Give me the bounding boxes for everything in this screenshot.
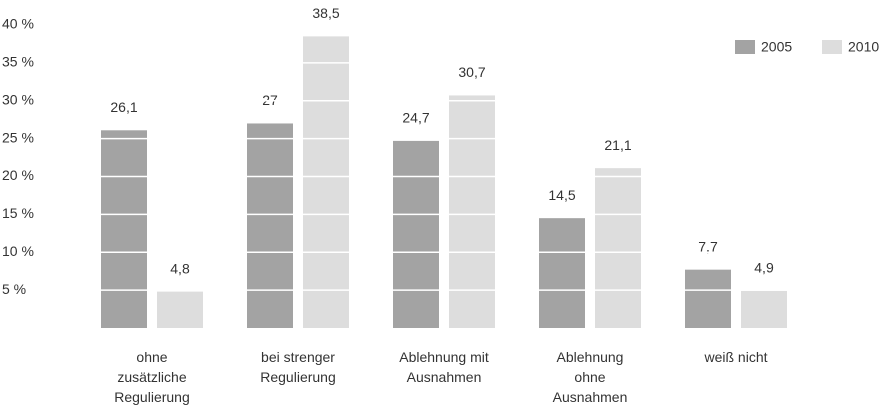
legend-swatch (735, 40, 755, 54)
value-label: 4,9 (754, 260, 774, 276)
value-label: 26,1 (110, 99, 137, 115)
y-tick-label: 40 % (2, 16, 34, 32)
bar (685, 269, 731, 328)
value-label: 38,5 (312, 5, 339, 21)
y-tick-label: 20 % (2, 167, 34, 183)
bar (539, 218, 585, 328)
x-tick-label: weiß nicht (704, 349, 768, 365)
bar (303, 36, 349, 329)
x-tick-label: bei strenger Regulierung (260, 349, 336, 385)
x-tick-label: Ablehnung ohne Ausnahmen (552, 349, 628, 405)
y-tick-label: 25 % (2, 129, 34, 145)
y-tick-label: 10 % (2, 243, 34, 259)
y-tick-label: 15 % (2, 205, 34, 221)
legend-label: 2005 (761, 39, 792, 55)
bar (449, 95, 495, 328)
y-tick-label: 35 % (2, 54, 34, 70)
legend-swatch (822, 40, 842, 54)
bar (595, 168, 641, 328)
bar (741, 290, 787, 328)
x-tick-label: ohne zusätzliche Regulierung (114, 349, 190, 405)
value-label: 21,1 (604, 137, 631, 153)
value-label: 24,7 (402, 110, 429, 126)
bar (247, 123, 293, 328)
x-tick-label: Ablehnung mit Ausnahmen (399, 349, 489, 385)
value-label: 14,5 (548, 187, 575, 203)
value-label: 30,7 (458, 64, 485, 80)
legend-label: 2010 (848, 39, 879, 55)
bar (101, 130, 147, 328)
y-tick-label: 5 % (2, 281, 26, 297)
bar (393, 140, 439, 328)
bar (157, 291, 203, 328)
value-label: 7,7 (698, 238, 718, 254)
value-label: 4,8 (170, 260, 190, 276)
y-tick-label: 30 % (2, 91, 34, 107)
